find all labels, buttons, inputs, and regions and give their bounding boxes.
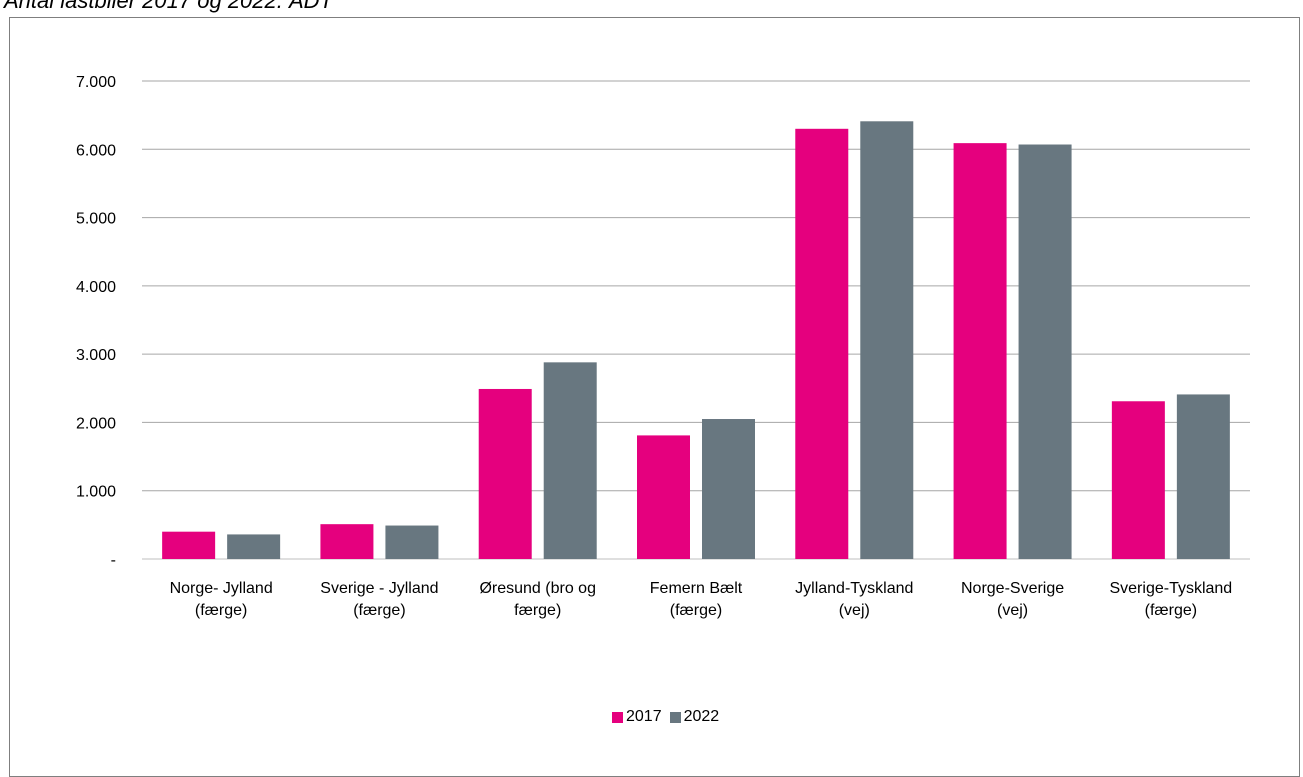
bar-2022-4 (860, 121, 914, 559)
x-category-label-line: Jylland-Tyskland (795, 580, 913, 597)
x-category-label: Jylland-Tyskland (vej) (795, 580, 913, 619)
x-category-label: Norge-Sverige (vej) (961, 580, 1064, 619)
y-tick-label: 3.000 (76, 347, 116, 364)
bar-2022-2 (543, 362, 597, 559)
bar-2017-2 (478, 388, 532, 559)
y-tick-label: 2.000 (76, 415, 116, 432)
x-category-label: Norge- Jylland (færge) (170, 580, 273, 619)
x-category-label: Sverige-Tyskland (færge) (1109, 580, 1232, 619)
x-category-label-line: Norge- Jylland (170, 580, 273, 597)
bar-2022-1 (385, 525, 439, 559)
bar-2017-1 (320, 524, 374, 559)
legend-label-2022: 2022 (683, 708, 720, 725)
x-category-label-line: Sverige - Jylland (320, 580, 438, 597)
x-category-label-line: (vej) (997, 602, 1028, 619)
x-category-label-line: (færge) (670, 602, 722, 619)
y-tick-label: 4.000 (76, 279, 116, 296)
y-tick-label: 7.000 (76, 74, 116, 91)
bar-2022-0 (227, 534, 281, 559)
chart-frame (9, 17, 1300, 777)
x-category-label-line: (vej) (839, 602, 870, 619)
x-category-label-line: (færge) (195, 602, 247, 619)
x-category-label: Femern Bælt (færge) (650, 580, 743, 619)
bar-2017-3 (637, 435, 690, 559)
legend-swatch-2017 (612, 711, 623, 723)
chart-legend: 2017 2022 (612, 708, 727, 726)
legend-label-2017: 2017 (626, 708, 662, 725)
x-category-label: Sverige - Jylland (færge) (320, 580, 438, 619)
x-category-label: Øresund (bro og færge) (479, 580, 596, 619)
x-category-label-line: Sverige-Tyskland (1109, 580, 1232, 597)
x-category-label-line: Øresund (bro og (479, 580, 596, 597)
legend-item-2017: 2017 (612, 708, 662, 726)
legend-swatch-2022 (669, 711, 681, 723)
x-category-label-line: færge) (514, 602, 561, 619)
y-tick-label: - (111, 552, 116, 569)
y-tick-label: 6.000 (76, 142, 116, 159)
chart-caption: Antal lastbiler 2017 og 2022. ÅDT (4, 0, 333, 13)
y-tick-label: 5.000 (76, 211, 116, 228)
y-tick-label: 1.000 (76, 484, 116, 501)
x-category-label-line: Norge-Sverige (961, 580, 1064, 597)
x-category-label-line: (færge) (353, 602, 405, 619)
bar-2017-5 (953, 143, 1007, 559)
bar-2017-4 (795, 128, 849, 560)
legend-item-2022: 2022 (669, 708, 720, 726)
bar-2017-0 (162, 531, 216, 559)
bar-2022-6 (1176, 394, 1230, 559)
x-category-label-line: Femern Bælt (650, 580, 743, 597)
x-category-label-line: (færge) (1145, 602, 1197, 619)
bar-2017-6 (1111, 401, 1165, 559)
bar-2022-5 (1018, 144, 1072, 559)
bar-2022-3 (702, 419, 755, 559)
